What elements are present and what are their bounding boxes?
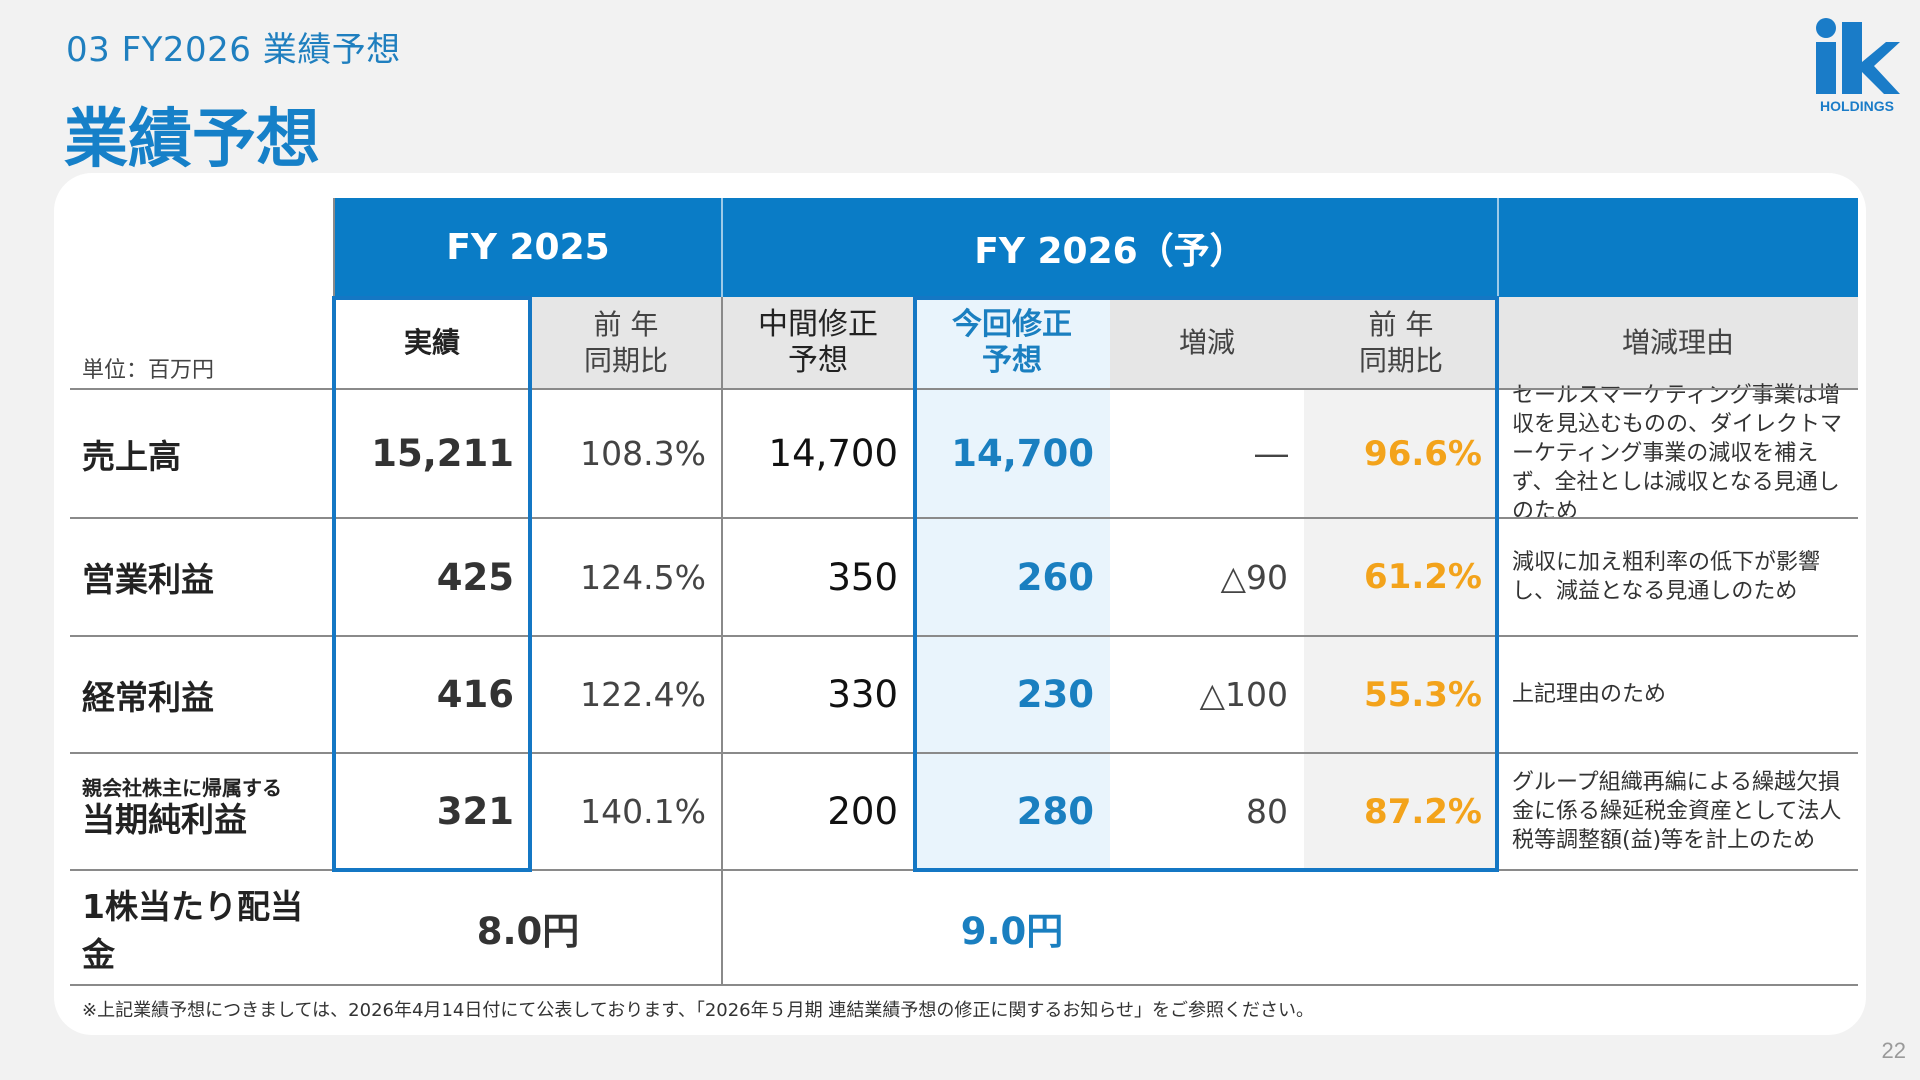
change-header-bg [1110, 297, 1304, 389]
cell-reason: グループ組織再編による繰越欠損金に係る繰延税金資産として法人税等調整額(益)等を… [1512, 770, 1842, 853]
row-label-net-income-main: 当期純利益 [82, 800, 247, 839]
col-header-yoy2026-text: 前 年 同期比 [1358, 308, 1443, 377]
page-number: 22 [1881, 1038, 1906, 1063]
col-header-interim-text: 中間修正 予想 [758, 307, 878, 378]
col-header-reason: 増減理由 [1498, 297, 1858, 389]
col-header-change: 増減 [1110, 297, 1304, 389]
col-header-yoy2025-text: 前 年 同期比 [583, 308, 668, 377]
row-divider [70, 635, 1858, 637]
col-divider [721, 297, 723, 985]
col-header-yoy2025: 前 年 同期比 [530, 297, 722, 389]
cell-reason: 上記理由のため [1512, 682, 1667, 707]
group-header-fy2026: FY 2026（予） [722, 198, 1498, 297]
dividend-fy2025: 8.0円 [476, 909, 580, 953]
cell-actual: 15,211 [371, 432, 514, 475]
cell-interim: 200 [827, 790, 898, 833]
col-header-current: 今回修正 予想 [914, 297, 1110, 389]
current-column-bg [914, 297, 1110, 870]
group-header-divider [721, 198, 723, 297]
reason-header-bg [1498, 297, 1858, 389]
row-label-ordinary-profit: 経常利益 [82, 677, 214, 717]
frame-fy2025-actual [332, 296, 532, 872]
row-label-net-income: 親会社株主に帰属する 当期純利益 [82, 776, 332, 856]
cell-reason: セールスマーケティング事業は増収を見込むものの、ダイレクトマーケティング事業の減… [1512, 383, 1843, 524]
row-label-sales: 売上高 [82, 436, 181, 476]
dividend-label: 1株当たり配当金 [82, 886, 303, 974]
col-header-interim: 中間修正 予想 [722, 297, 914, 389]
cell-change: ― [1255, 434, 1288, 473]
yoy2026-column-bg [1304, 389, 1498, 870]
cell-change: 80 [1246, 792, 1288, 831]
row-divider [70, 984, 1858, 986]
col-header-current-text: 今回修正 予想 [952, 307, 1072, 378]
group-header-fy2025: FY 2025 [334, 198, 722, 297]
cell-current: 14,700 [951, 432, 1094, 475]
cell-interim: 350 [827, 555, 898, 599]
col-header-yoy2026: 前 年 同期比 [1304, 297, 1498, 389]
cell-interim: 14,700 [768, 432, 898, 475]
cell-yoy2025: 108.3% [580, 434, 706, 473]
cell-actual: 321 [436, 790, 514, 833]
cell-change: △90 [1220, 557, 1288, 597]
yoy2026-header-bg [1304, 297, 1498, 389]
row-divider [70, 517, 1858, 519]
footnote: ※上記業績予想につきましては、2026年4月14日付にて公表しております、「20… [82, 1000, 1314, 1021]
cell-yoy2026: 87.2% [1364, 791, 1482, 832]
cell-change: △100 [1199, 675, 1288, 714]
cell-current: 230 [1016, 673, 1094, 716]
cell-yoy2026: 96.6% [1364, 433, 1482, 474]
cell-reason: 減収に加え粗利率の低下が影響し、減益となる見通しのため [1512, 550, 1821, 604]
cell-yoy2025: 122.4% [580, 675, 706, 714]
col-header-actual: 実績 [334, 297, 530, 389]
company-logo: HOLDINGS [1812, 18, 1902, 116]
page-title: 業績予想 [64, 103, 320, 177]
row-divider [70, 388, 1858, 390]
cell-current: 280 [1016, 790, 1094, 833]
cell-yoy2026: 61.2% [1364, 557, 1482, 597]
logo-subtext: HOLDINGS [1820, 98, 1894, 114]
cell-current: 260 [1016, 555, 1094, 599]
row-label-net-income-prefix: 親会社株主に帰属する [82, 776, 282, 800]
cell-yoy2026: 55.3% [1364, 674, 1482, 715]
cell-yoy2025: 140.1% [580, 792, 706, 831]
unit-label: 単位：百万円 [82, 358, 215, 383]
row-label-operating-profit: 営業利益 [82, 560, 214, 599]
cell-actual: 425 [436, 555, 514, 599]
cell-yoy2025: 124.5% [580, 557, 706, 597]
cell-interim: 330 [827, 673, 898, 716]
cell-actual: 416 [436, 673, 514, 716]
frame-fy2026-forecast [913, 296, 1499, 872]
dividend-fy2026: 9.0円 [960, 909, 1064, 953]
group-header-divider [1497, 198, 1499, 297]
col-header-reason-text: 増減理由 [1621, 326, 1734, 359]
yoy2025-header-bg [530, 297, 722, 389]
col-header-change-text: 増減 [1178, 326, 1235, 359]
col-header-actual-text: 実績 [403, 326, 460, 359]
interim-header-bg [722, 297, 914, 389]
group-header-reason-bg [1498, 198, 1858, 297]
section-label: 03 FY2026 業績予想 [66, 30, 401, 70]
row-divider [70, 752, 1858, 754]
